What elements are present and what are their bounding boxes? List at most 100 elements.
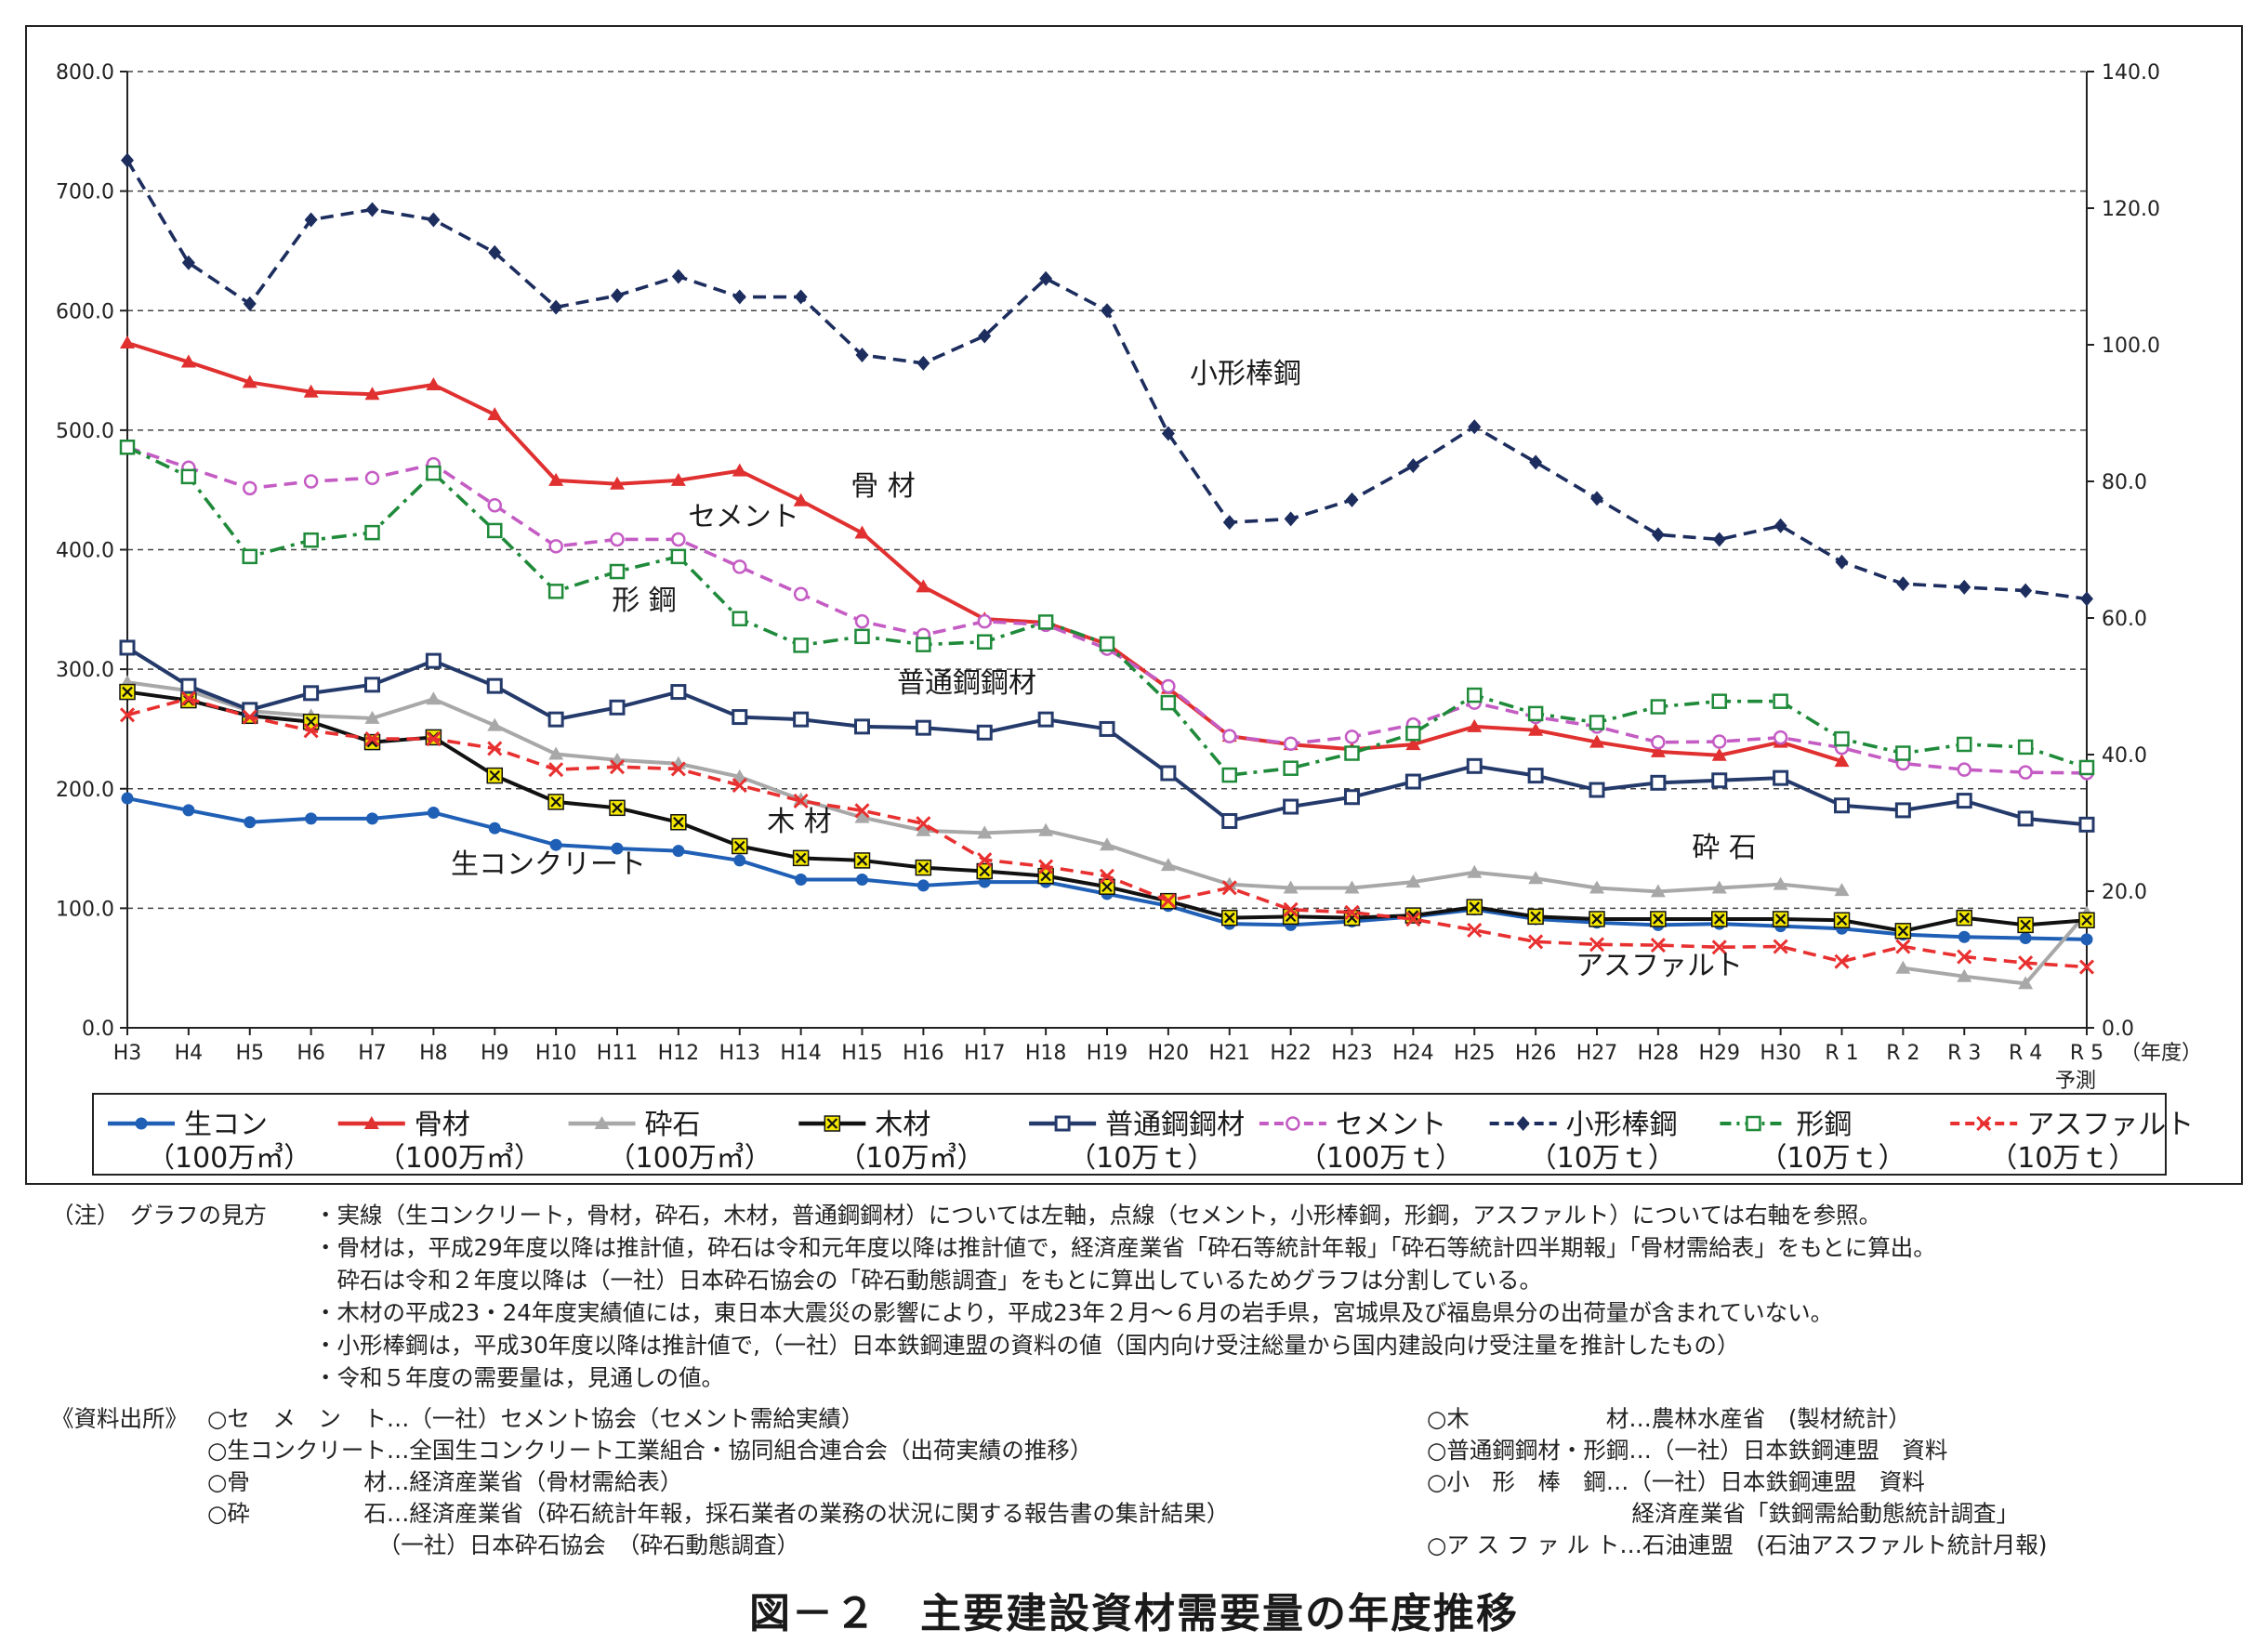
data-point bbox=[794, 289, 808, 305]
data-point bbox=[1529, 454, 1543, 470]
data-point bbox=[426, 731, 442, 747]
data-point bbox=[1221, 812, 1238, 829]
data-point bbox=[1527, 705, 1544, 722]
x-tick-label: H11 bbox=[597, 1042, 639, 1065]
axis-layer: 0.0 100.0 200.0 300.0 400.0 500.0 600.0 700.0 80… bbox=[56, 61, 2202, 1093]
note-line: ・骨材は，平成29年度以降は推計値，砕石は令和元年度以降は推計値で，経済産業省「… bbox=[314, 1234, 1936, 1261]
data-point bbox=[1894, 923, 1912, 940]
data-point bbox=[793, 586, 809, 602]
data-point bbox=[916, 822, 931, 836]
data-point bbox=[1344, 904, 1360, 920]
data-point bbox=[2078, 959, 2095, 975]
x-tick-label: H14 bbox=[780, 1042, 822, 1065]
y-tick-label-right: 120.0 bbox=[2102, 198, 2160, 221]
data-point bbox=[1957, 762, 1971, 777]
data-point bbox=[242, 375, 257, 388]
data-point bbox=[487, 717, 503, 731]
data-point bbox=[121, 152, 134, 168]
data-point bbox=[2078, 759, 2095, 776]
x-tick-label: H22 bbox=[1270, 1042, 1312, 1065]
source-line: （一社）日本砕石協会 （砕石動態調査） bbox=[207, 1531, 799, 1558]
data-point bbox=[364, 470, 380, 486]
x-tick-label: H13 bbox=[719, 1042, 760, 1065]
x-tick-label: H30 bbox=[1760, 1042, 1801, 1065]
data-point bbox=[1038, 822, 1054, 836]
data-point bbox=[1650, 699, 1667, 715]
y-tick-label-right: 140.0 bbox=[2102, 61, 2160, 85]
y-tick-label-left: 300.0 bbox=[56, 659, 114, 682]
data-point bbox=[1589, 715, 1605, 730]
data-point-cross bbox=[826, 1118, 838, 1129]
data-point bbox=[854, 809, 870, 823]
data-point bbox=[486, 767, 503, 784]
series-layer bbox=[119, 152, 2095, 990]
x-tick-label: H25 bbox=[1454, 1042, 1496, 1065]
data-point bbox=[426, 376, 442, 390]
annotation-namakon: 生コンクリート bbox=[451, 848, 646, 881]
source-line: ○セ メ ン ト…（一社）セメント協会（セメント需給実績） bbox=[207, 1405, 864, 1432]
data-point bbox=[488, 822, 501, 835]
data-point bbox=[916, 816, 931, 832]
x-tick-label: R 3 bbox=[1947, 1042, 1981, 1065]
source-line: ○生コンクリート…全国生コンクリート工業組合・協同組合連合会（出荷実績の推移） bbox=[207, 1437, 1093, 1464]
data-point bbox=[1834, 730, 1850, 747]
data-point bbox=[1160, 893, 1176, 909]
data-point bbox=[1650, 884, 1666, 898]
sources: 《資料出所》 ○セ メ ン ト…（一社）セメント協会（セメント需給実績） ○木 … bbox=[51, 1403, 2245, 1561]
data-point-cross bbox=[550, 796, 561, 808]
annotation-mokuzai: 木 材 bbox=[767, 806, 832, 838]
legend-unit-kotsuzai: （100万㎥） bbox=[377, 1142, 542, 1175]
data-point-cross bbox=[673, 816, 684, 828]
data-point bbox=[1711, 693, 1727, 709]
data-point bbox=[855, 348, 869, 363]
data-point bbox=[1283, 901, 1299, 917]
data-point bbox=[1222, 729, 1237, 743]
source-line: ○普通鋼鋼材・形鋼…（一社）日本鉄鋼連盟 資料 bbox=[1427, 1437, 1948, 1464]
data-point bbox=[2080, 591, 2093, 607]
data-point-cross bbox=[856, 855, 868, 866]
data-point bbox=[1773, 693, 1788, 709]
legend-unit-mokuzai: （10万㎥） bbox=[837, 1142, 984, 1175]
legend-label-asphalt: アスファルト bbox=[2026, 1109, 2194, 1141]
series-line bbox=[126, 445, 2088, 775]
x-tick-label: H10 bbox=[535, 1042, 577, 1065]
data-point bbox=[180, 677, 197, 694]
data-point bbox=[1589, 911, 1605, 927]
data-point bbox=[1773, 769, 1789, 786]
data-point bbox=[1957, 736, 1972, 753]
data-point bbox=[2078, 816, 2095, 833]
data-point bbox=[1711, 911, 1728, 927]
x-tick-label: H27 bbox=[1576, 1042, 1618, 1065]
data-point bbox=[487, 741, 503, 756]
x-tick-label: H24 bbox=[1392, 1042, 1434, 1065]
data-point bbox=[243, 296, 257, 311]
data-point bbox=[1283, 760, 1299, 776]
annotation-cement: セメント bbox=[688, 501, 798, 533]
data-point bbox=[792, 849, 810, 867]
data-point bbox=[977, 613, 992, 629]
figure-caption: 図－２ 主要建設資材需要量の年度推移 bbox=[749, 1590, 1519, 1637]
x-tick-label: H8 bbox=[419, 1042, 448, 1065]
data-point bbox=[1528, 934, 1544, 950]
data-point bbox=[1283, 736, 1299, 751]
data-point bbox=[732, 463, 747, 477]
data-point bbox=[1468, 419, 1482, 435]
data-point bbox=[363, 1116, 379, 1129]
data-point bbox=[242, 548, 257, 565]
data-point bbox=[732, 837, 748, 855]
data-point bbox=[1037, 711, 1054, 728]
data-point bbox=[1834, 953, 1850, 969]
x-tick-label: H9 bbox=[481, 1042, 509, 1065]
series-asphalt bbox=[119, 690, 2095, 975]
legend-label-cement: セメント bbox=[1336, 1109, 1446, 1141]
data-point bbox=[1956, 793, 1972, 809]
data-point bbox=[732, 778, 747, 794]
data-point bbox=[732, 611, 747, 626]
data-point bbox=[304, 212, 318, 228]
data-point bbox=[1221, 880, 1237, 896]
data-point bbox=[2018, 765, 2033, 780]
x-tick-label: H3 bbox=[113, 1042, 142, 1065]
data-point bbox=[854, 803, 870, 819]
x-tick-label: H17 bbox=[964, 1042, 1006, 1065]
x-tick-label: H18 bbox=[1025, 1042, 1067, 1065]
